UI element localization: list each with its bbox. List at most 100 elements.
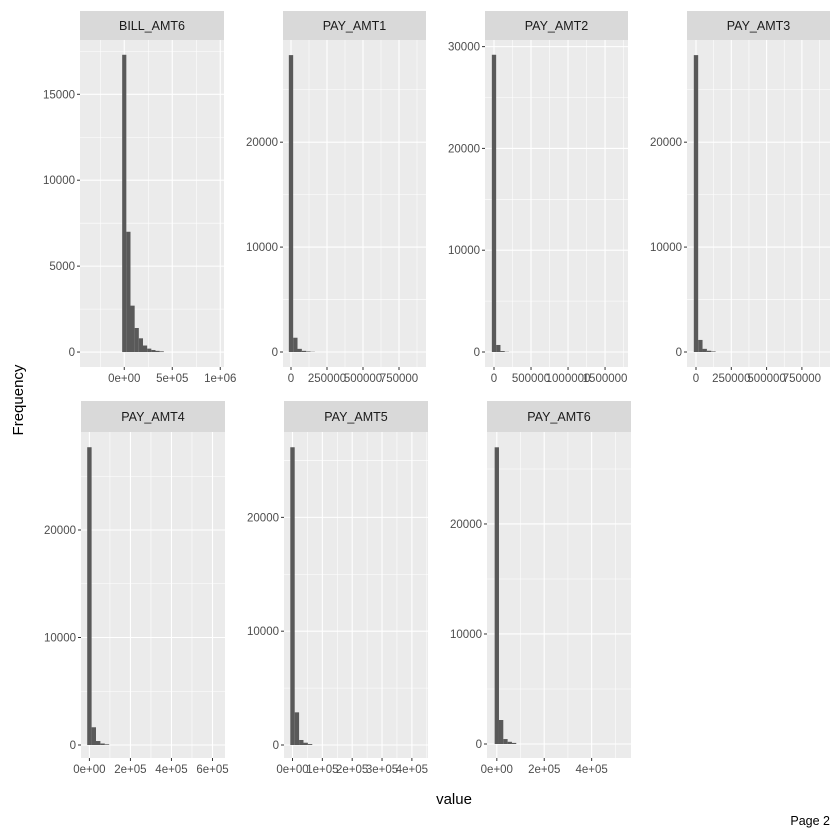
x-tick-label: 500000 — [512, 373, 550, 385]
x-axis-title: value — [436, 791, 472, 808]
histogram-bar — [87, 447, 92, 746]
y-tick-label: 10000 — [448, 245, 480, 257]
histogram-bar — [126, 231, 131, 353]
histogram-bar — [706, 350, 712, 352]
histogram-bar — [293, 337, 298, 352]
x-tick-label: 250000 — [712, 373, 750, 385]
facet-strip — [80, 11, 224, 40]
panel-grid — [687, 40, 830, 367]
y-tick-label: 5000 — [49, 261, 75, 273]
y-tick-label: 20000 — [650, 137, 682, 149]
facet-strip-label: PAY_AMT3 — [727, 19, 790, 33]
histogram-bar — [122, 54, 127, 353]
x-tick-label: 0e+00 — [73, 764, 105, 776]
y-tick-label: 30000 — [448, 42, 480, 54]
x-tick-label: 0 — [288, 373, 294, 385]
y-tick-label: 10000 — [44, 633, 76, 645]
histogram-bar — [297, 348, 302, 352]
histogram-bar — [134, 327, 139, 353]
panel-grid — [80, 40, 224, 367]
histogram-bar — [698, 339, 703, 352]
x-tick-label: 250000 — [308, 373, 346, 385]
panel-background — [687, 40, 830, 367]
panel-background — [81, 432, 225, 758]
panel-background — [284, 432, 428, 758]
y-tick-label: 10000 — [450, 629, 482, 641]
x-tick-label: 500000 — [747, 373, 785, 385]
panel-background — [485, 40, 628, 367]
y-tick-label: 20000 — [246, 137, 278, 149]
facet-strip-label: PAY_AMT5 — [324, 410, 387, 424]
facet-strip-label: PAY_AMT1 — [323, 19, 386, 33]
histogram-bar — [693, 55, 699, 352]
y-tick-label: 20000 — [247, 512, 279, 524]
y-tick-label: 10000 — [247, 626, 279, 638]
x-tick-label: 1e+06 — [204, 373, 236, 385]
histogram-bar — [155, 350, 160, 353]
panel-background — [487, 432, 631, 758]
facet-strip — [487, 401, 631, 432]
x-tick-label: 4e+05 — [575, 764, 607, 776]
histogram-bar — [142, 345, 148, 353]
histogram-bar — [147, 348, 152, 353]
histogram-bar — [138, 338, 143, 353]
histogram-bar — [299, 739, 304, 746]
facet-strip — [81, 401, 225, 432]
x-tick-label: 4e+05 — [396, 764, 428, 776]
histogram-bar — [307, 744, 313, 746]
histogram-bar — [290, 447, 295, 746]
x-tick-label: 3e+05 — [366, 764, 398, 776]
histogram-bar — [702, 348, 707, 352]
y-axis-title: Frequency — [10, 364, 27, 435]
x-tick-label: 750000 — [783, 373, 821, 385]
y-tick-label: 20000 — [450, 519, 482, 531]
y-tick-label: 0 — [272, 347, 278, 359]
histogram-bar — [500, 351, 505, 352]
x-tick-label: 0e+00 — [276, 764, 308, 776]
histogram-bar — [503, 739, 508, 744]
x-tick-label: 2e+05 — [528, 764, 560, 776]
histogram-bar — [303, 742, 308, 746]
x-tick-label: 4e+05 — [155, 764, 187, 776]
x-tick-label: 0e+00 — [481, 764, 513, 776]
x-tick-label: 0e+00 — [108, 373, 140, 385]
histogram-bar — [294, 712, 300, 746]
x-tick-label: 2e+05 — [336, 764, 368, 776]
histogram-bar — [496, 344, 501, 352]
y-tick-label: 0 — [273, 740, 279, 752]
histogram-bar — [159, 351, 164, 353]
y-tick-label: 0 — [474, 347, 480, 359]
page-label: Page 2 — [790, 814, 830, 828]
histogram-bar — [306, 351, 311, 352]
x-tick-label: 0 — [693, 373, 699, 385]
y-tick-label: 10000 — [43, 175, 75, 187]
histogram-bar — [288, 55, 294, 352]
x-tick-label: 6e+05 — [196, 764, 228, 776]
histogram-bar — [491, 54, 497, 352]
x-tick-label: 5e+05 — [156, 373, 188, 385]
panel-background — [80, 40, 224, 367]
histogram-bar — [91, 727, 96, 746]
y-tick-label: 15000 — [43, 89, 75, 101]
panel-grid — [81, 432, 225, 758]
panel-grid — [283, 40, 426, 367]
histogram-bar — [95, 741, 101, 746]
y-tick-label: 0 — [70, 740, 76, 752]
y-tick-label: 10000 — [650, 242, 682, 254]
panel-bill-amt6: BILL_AMT6 0e+00 5e+05 1e+06 0 5000 10000 15000 — [43, 11, 236, 385]
x-tick-label: 1000000 — [546, 373, 591, 385]
x-tick-label: 1500000 — [583, 373, 628, 385]
facet-strip — [283, 11, 426, 40]
histogram-bar — [104, 744, 110, 746]
y-tick-label: 0 — [69, 347, 75, 359]
panel-background — [283, 40, 426, 367]
histogram-bar — [711, 351, 716, 352]
facet-strip-label: PAY_AMT2 — [525, 19, 588, 33]
panel-pay-amt6: PAY_AMT6 0e+00 2e+05 4e+05 0 10000 20000 — [450, 401, 631, 776]
y-tick-label: 20000 — [448, 143, 480, 155]
x-tick-label: 500000 — [344, 373, 382, 385]
histogram-bar — [494, 447, 499, 744]
